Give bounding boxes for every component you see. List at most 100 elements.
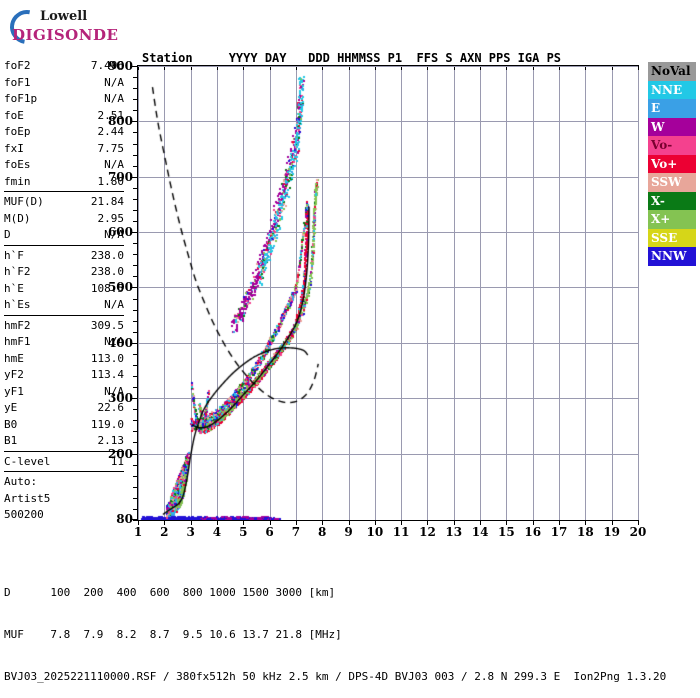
y-tick-minor (133, 110, 138, 112)
param-key: hmF1 (4, 335, 31, 348)
y-tick-minor (133, 276, 138, 278)
y-tick-minor (133, 254, 138, 256)
param-row-b0: B0 119.0 (4, 417, 124, 434)
y-tick-minor (133, 431, 138, 433)
x-axis-tick-label: 18 (577, 525, 594, 539)
y-tick-minor (133, 187, 138, 189)
x-tick (295, 520, 297, 525)
y-tick-minor (133, 298, 138, 300)
param-key: h`F2 (4, 265, 31, 278)
param-row-fmin: fmin 1.80 (4, 174, 124, 191)
param-row-hmf2: hmF2 309.5 (4, 318, 124, 335)
y-tick-minor (133, 486, 138, 488)
param-key: fxI (4, 141, 24, 155)
x-tick (480, 520, 482, 525)
footer-muf-value-line: MUF 7.8 7.9 8.2 8.7 9.5 10.6 13.7 21.8 [… (4, 628, 342, 641)
x-tick (585, 520, 587, 525)
param-key: D (4, 228, 11, 241)
legend-item-vo[interactable]: Vo+ (648, 154, 696, 173)
legend-item-x[interactable]: X+ (648, 210, 696, 229)
param-row-he: h`E 108.5 (4, 281, 124, 298)
legend-item-nne[interactable]: NNE (648, 80, 696, 99)
param-auto-line-1: Artist5 (4, 491, 51, 505)
y-axis-tick-label: 600 (107, 225, 133, 240)
param-group-divider (4, 244, 124, 246)
y-tick-minor (133, 364, 138, 366)
legend-item-w[interactable]: W (648, 117, 696, 136)
lowell-digisonde-logo: Lowell DIGISONDE (3, 3, 136, 51)
param-row-d: D N/A (4, 227, 124, 244)
param-row-fof1p: foF1p N/A (4, 91, 124, 108)
x-axis-tick-label: 15 (498, 525, 515, 539)
param-row-hf: h`F 238.0 (4, 248, 124, 265)
legend-item-e[interactable]: E (648, 99, 696, 118)
x-axis-tick-label: 8 (318, 525, 327, 539)
x-tick (453, 520, 455, 525)
x-tick (322, 520, 324, 525)
param-key: yE (4, 401, 18, 414)
legend-item-vo[interactable]: Vo- (648, 136, 696, 155)
param-row-fof1: foF1 N/A (4, 75, 124, 92)
y-tick-minor (133, 154, 138, 156)
param-row-foe: foE 2.51 (4, 108, 124, 125)
param-auto-line-2: 500200 (4, 508, 44, 521)
param-value: N/A (104, 158, 124, 171)
param-group-divider (4, 471, 124, 472)
y-tick-minor (133, 353, 138, 355)
param-row-foes: foEs N/A (4, 157, 124, 174)
x-tick (401, 520, 403, 525)
legend-item-x[interactable]: X- (648, 191, 696, 210)
param-value: 238.0 (90, 265, 124, 278)
param-row-ye: yE 22.6 (4, 400, 124, 417)
legend-item-noval[interactable]: NoVal (648, 62, 696, 81)
legend-item-ssw[interactable]: SSW (648, 173, 696, 192)
y-tick-minor (133, 442, 138, 444)
param-value: 2.95 (97, 211, 125, 225)
gridline-vertical (638, 66, 639, 520)
y-tick-major (131, 66, 138, 67)
y-tick-minor (133, 508, 138, 510)
y-tick-major (131, 121, 138, 123)
param-value: N/A (104, 75, 124, 89)
x-tick (243, 520, 245, 525)
y-tick-minor (133, 464, 138, 466)
legend-item-nnw[interactable]: NNW (648, 247, 696, 266)
x-tick-top (638, 66, 639, 70)
legend-item-sse[interactable]: SSE (648, 228, 696, 247)
param-value: 113.4 (90, 368, 124, 381)
y-tick-minor (133, 198, 138, 200)
x-tick (138, 520, 139, 525)
y-tick-major (131, 287, 138, 289)
param-key: yF1 (4, 384, 24, 398)
x-axis-tick-label: 7 (291, 525, 301, 539)
x-axis-tick-label: 12 (419, 525, 436, 539)
param-key: h`E (4, 281, 24, 295)
param-value: 7.75 (97, 141, 125, 155)
y-tick-minor (133, 331, 138, 333)
param-key: B0 (4, 417, 18, 431)
param-key: M(D) (4, 211, 31, 225)
y-axis-tick-label: 500 (107, 280, 133, 295)
param-key: C-level (4, 454, 51, 468)
param-key: yF2 (4, 368, 24, 381)
x-tick (164, 520, 166, 525)
y-axis-tick-label: 400 (107, 335, 133, 350)
y-tick-minor (133, 165, 138, 167)
param-value: 119.0 (90, 417, 124, 431)
param-row-clevel: C-level 11 (4, 454, 124, 471)
x-axis-tick-label: 10 (366, 525, 384, 539)
param-value: N/A (104, 298, 124, 311)
x-tick (427, 520, 429, 525)
y-tick-minor (133, 520, 138, 521)
x-tick (506, 520, 508, 525)
x-axis-tick-label: 19 (603, 525, 621, 539)
y-tick-major (131, 398, 138, 400)
param-value: 108.5 (90, 281, 124, 295)
y-tick-minor (133, 376, 138, 378)
x-tick (348, 520, 350, 525)
x-axis-tick-label: 11 (392, 525, 410, 539)
param-value: 2.44 (97, 125, 125, 138)
footer-info: D 100 200 400 600 800 1000 1500 3000 [km… (4, 558, 666, 698)
x-axis-tick-label: 2 (160, 525, 169, 539)
y-axis-tick-label-bottom: 80 (116, 512, 133, 526)
